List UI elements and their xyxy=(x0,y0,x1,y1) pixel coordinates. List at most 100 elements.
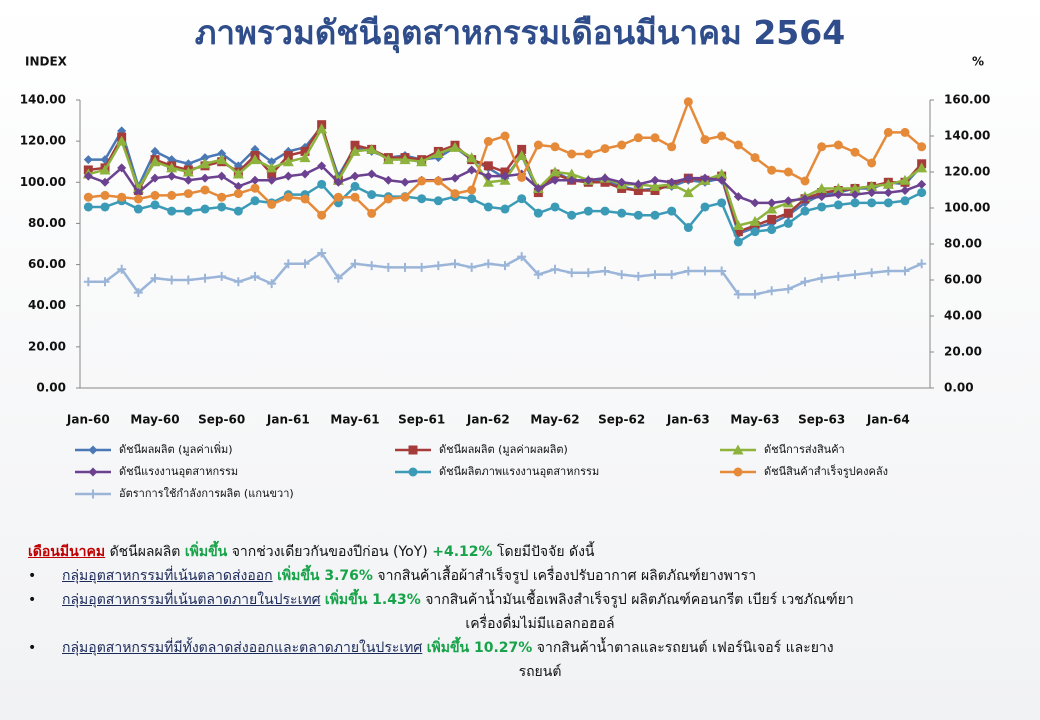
marker xyxy=(783,208,793,218)
marker xyxy=(633,186,643,196)
bullet: กลุ่มอุตสาหกรรมที่มีทั้งตลาดส่งออกและตลา… xyxy=(28,636,1018,684)
legend-text: ดัชนีการส่งสินค้า xyxy=(764,443,845,456)
marker xyxy=(349,145,361,156)
marker xyxy=(900,266,910,276)
series-line xyxy=(88,251,923,296)
marker xyxy=(483,161,493,171)
marker xyxy=(182,166,194,177)
marker xyxy=(167,171,177,181)
marker xyxy=(250,196,260,206)
marker xyxy=(133,188,143,198)
change: เพิ่มขึ้น 3.76% xyxy=(277,568,373,584)
marker xyxy=(500,261,510,271)
marker xyxy=(817,202,827,212)
marker xyxy=(850,190,860,200)
marker xyxy=(433,196,443,206)
marker xyxy=(883,198,893,208)
marker xyxy=(408,445,418,455)
marker xyxy=(216,154,228,165)
marker xyxy=(283,192,293,202)
marker xyxy=(249,154,261,165)
marker xyxy=(767,286,777,296)
marker xyxy=(88,467,98,477)
marker xyxy=(150,146,160,156)
marker xyxy=(900,196,910,206)
marker xyxy=(717,175,727,185)
marker xyxy=(467,165,477,175)
x-tick-label: Jan-61 xyxy=(266,413,310,427)
marker xyxy=(433,176,443,186)
marker xyxy=(200,173,210,183)
marker xyxy=(650,133,660,143)
marker xyxy=(700,202,710,212)
x-tick-label: Sep-61 xyxy=(398,413,445,427)
marker xyxy=(733,289,743,299)
marker xyxy=(900,186,910,196)
marker xyxy=(617,208,627,218)
marker xyxy=(850,147,860,157)
marker xyxy=(382,154,394,165)
marker xyxy=(233,181,243,191)
marker xyxy=(366,143,378,154)
marker xyxy=(682,187,694,198)
marker xyxy=(683,266,693,276)
marker xyxy=(817,142,827,152)
marker xyxy=(717,131,727,141)
legend-item: ดัชนีผลผลิต (มูลค่าผลผลิต) xyxy=(395,443,568,456)
marker xyxy=(767,214,777,224)
marker xyxy=(183,206,193,216)
detail-cont: เครื่องดื่มไม่มีแอลกอฮอล์ xyxy=(465,616,615,632)
marker xyxy=(750,289,760,299)
marker xyxy=(833,200,843,210)
y2-tick-label: 40.00 xyxy=(944,309,982,323)
marker xyxy=(600,144,610,154)
y2-tick-label: 0.00 xyxy=(944,381,974,395)
marker xyxy=(316,123,328,134)
marker xyxy=(350,192,360,202)
x-tick-label: Jan-60 xyxy=(66,413,110,427)
marker xyxy=(183,189,193,199)
marker xyxy=(567,175,577,185)
marker xyxy=(383,262,393,272)
marker xyxy=(916,162,928,173)
marker xyxy=(633,271,643,281)
marker xyxy=(867,188,877,198)
marker xyxy=(408,467,418,477)
marker xyxy=(567,268,577,278)
marker xyxy=(117,163,127,173)
y-tick-label: 120.00 xyxy=(20,134,66,148)
slide-title: ภาพรวมดัชนีอุตสาหกรรมเดือนมีนาคม 2564 xyxy=(194,13,846,52)
marker xyxy=(700,173,710,183)
y2-tick-label: 120.00 xyxy=(944,165,990,179)
marker xyxy=(150,173,160,183)
marker xyxy=(483,171,493,181)
x-tick-label: Sep-60 xyxy=(198,413,245,427)
x-tick-label: May-61 xyxy=(330,413,379,427)
marker xyxy=(317,179,327,189)
detail-cont: รถยนต์ xyxy=(518,664,562,680)
marker xyxy=(750,153,760,163)
marker xyxy=(917,188,927,198)
marker xyxy=(866,180,878,191)
marker xyxy=(250,175,260,185)
marker xyxy=(633,210,643,220)
marker xyxy=(100,190,110,200)
marker xyxy=(433,261,443,271)
marker xyxy=(667,142,677,152)
legend-text: ดัชนีสินค้าสำเร็จรูปคงคลัง xyxy=(764,464,888,478)
legend-item: ดัชนีผลผลิต (มูลค่าเพิ่ม) xyxy=(75,441,233,456)
marker xyxy=(667,177,677,187)
marker xyxy=(167,190,177,200)
marker xyxy=(800,206,810,216)
marker xyxy=(732,444,744,455)
marker xyxy=(232,168,244,179)
marker xyxy=(667,270,677,280)
marker xyxy=(267,157,277,167)
marker xyxy=(650,210,660,220)
marker xyxy=(500,204,510,214)
legend-item: ดัชนีการส่งสินค้า xyxy=(720,443,845,456)
marker xyxy=(83,171,93,181)
marker xyxy=(700,135,710,145)
legend-text: อัตราการใช้กำลังการผลิต (แกนขวา) xyxy=(119,487,294,500)
month: เดือนมีนาคม xyxy=(28,544,106,560)
